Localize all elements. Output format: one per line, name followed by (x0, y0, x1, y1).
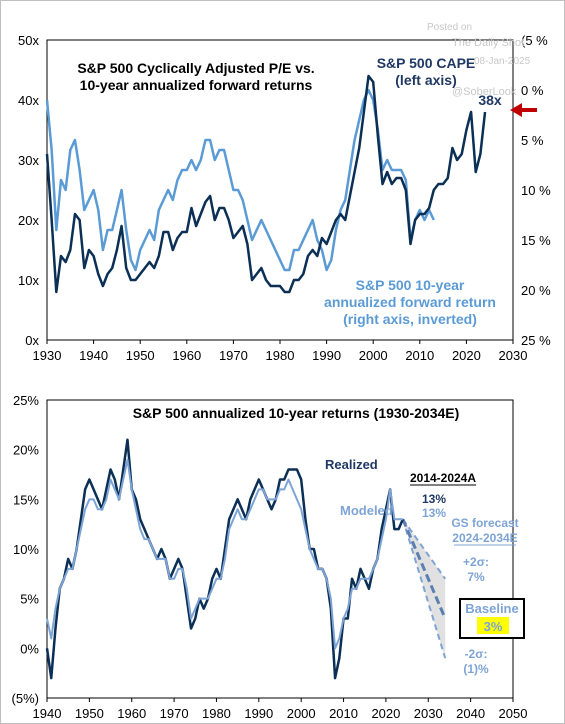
cape-left-tick-label: 0x (25, 333, 39, 348)
returns-y-tick-label: 0% (20, 641, 39, 656)
returns-y-tick-label: 25% (13, 393, 39, 408)
actual-period-label: 2014-2024A (410, 471, 476, 485)
lower-band-value: (1)% (463, 662, 489, 676)
cape-x-tick-label: 1960 (172, 348, 201, 363)
return-series-label-line3: (right axis, inverted) (343, 311, 477, 327)
returns-x-tick-label: 2010 (329, 706, 358, 721)
returns-plot-area (46, 399, 514, 699)
cape-right-tick-label: (5 % (521, 33, 548, 48)
returns-x-tick-label: 2020 (371, 706, 400, 721)
cape-x-tick-label: 2030 (499, 348, 528, 363)
watermark: Posted on The Daily Shot 08-Jan-2025 @So… (427, 22, 531, 98)
cape-left-tick-label: 20x (18, 213, 39, 228)
baseline-highlight (477, 617, 509, 634)
cape-right-tick-label: 0 % (521, 83, 544, 98)
watermark-line4: @SoberLook (452, 86, 517, 98)
modeled-line (46, 458, 403, 650)
cape-left-tick-label: 30x (18, 153, 39, 168)
returns-x-tick-label: 2000 (287, 706, 316, 721)
returns-x-tick-label: 1940 (33, 706, 62, 721)
returns-x-tick-label: 2050 (499, 706, 528, 721)
cape-series-label-line2: (left axis) (395, 72, 456, 88)
return-series-label-line2: annualized forward return (324, 294, 496, 310)
return-line (45, 88, 435, 272)
returns-y-tick-label: (5%) (12, 691, 39, 706)
cape-x-tick-label: 2010 (405, 348, 434, 363)
lower-band-label: -2σ: (465, 647, 488, 661)
cape-chart-panel: 1930 1940 1950 1960 1970 1980 1990 2000 2010 2020… (18, 22, 551, 363)
returns-x-tick-label: 1980 (202, 706, 231, 721)
cape-x-tick-label: 2000 (359, 348, 388, 363)
cape-chart-title: S&P 500 Cyclically Adjusted P/E vs. (77, 60, 314, 76)
cape-right-tick-label: 5 % (521, 133, 544, 148)
upper-band-value: 7% (467, 570, 485, 584)
returns-x-tick-label: 1970 (160, 706, 189, 721)
watermark-line2: The Daily Shot (452, 37, 524, 49)
cape-left-tick-label: 10x (18, 273, 39, 288)
returns-x-tick-label: 1950 (75, 706, 104, 721)
cape-x-tick-label: 1970 (219, 348, 248, 363)
forecast-label: GS forecast (451, 516, 518, 530)
cape-left-tick-label: 40x (18, 93, 39, 108)
upper-band-label: +2σ: (463, 555, 489, 569)
cape-x-tick-label: 1930 (33, 348, 62, 363)
returns-ticks: 1940 1950 1960 1970 1980 1990 2000 2010 2020 2030… (12, 393, 528, 721)
returns-chart-title: S&P 500 annualized 10-year returns (1930… (133, 405, 460, 421)
returns-y-tick-label: 10% (13, 542, 39, 557)
cape-right-tick-label: 15 % (521, 233, 551, 248)
cape-right-tick-label: 20 % (521, 283, 551, 298)
realized-current-value: 13% (422, 492, 446, 506)
cape-right-tick-label: 10 % (521, 183, 551, 198)
forecast-upper-line (402, 518, 447, 580)
returns-y-tick-label: 5% (20, 592, 39, 607)
return-series-label: S&P 500 10-year (356, 277, 465, 293)
realized-series-label: Realized (325, 457, 378, 472)
cape-right-tick-label: 25 % (521, 333, 551, 348)
returns-x-tick-label: 2040 (456, 706, 485, 721)
cape-ticks: 1930 1940 1950 1960 1970 1980 1990 2000 2010 2020… (18, 33, 551, 363)
red-arrow-icon (510, 103, 537, 117)
cape-x-tick-label: 2020 (452, 348, 481, 363)
returns-chart-panel: 1940 1950 1960 1970 1980 1990 2000 2010 2020 2030… (12, 393, 528, 721)
cape-current-value-label: 38x (478, 92, 502, 108)
cape-x-tick-label: 1940 (79, 348, 108, 363)
cape-chart-title-line2: 10-year annualized forward returns (80, 77, 313, 93)
returns-x-tick-label: 1960 (117, 706, 146, 721)
returns-y-tick-label: 20% (13, 443, 39, 458)
cape-x-tick-label: 1980 (266, 348, 295, 363)
modeled-series-label: Modeled (340, 503, 393, 518)
returns-x-tick-label: 2030 (414, 706, 443, 721)
cape-x-tick-label: 1990 (312, 348, 341, 363)
cape-line (45, 74, 487, 294)
baseline-value: 3% (484, 619, 503, 634)
cape-series-label: S&P 500 CAPE (377, 55, 476, 71)
returns-y-tick-label: 15% (13, 492, 39, 507)
watermark-line3: 08-Jan-2025 (474, 56, 531, 67)
cape-series (45, 74, 487, 294)
cape-x-tick-label: 1950 (126, 348, 155, 363)
returns-series (45, 438, 447, 680)
watermark-line1: Posted on (427, 22, 472, 33)
cape-left-tick-label: 50x (18, 33, 39, 48)
modeled-current-value: 13% (422, 506, 446, 520)
forecast-baseline-line (401, 518, 447, 620)
returns-x-tick-label: 1990 (244, 706, 273, 721)
forecast-period-label: 2024-2034E (452, 531, 517, 545)
forecast-lower-line (401, 518, 447, 659)
baseline-box: Baseline 3% (459, 598, 525, 639)
baseline-label: Baseline (465, 601, 518, 616)
